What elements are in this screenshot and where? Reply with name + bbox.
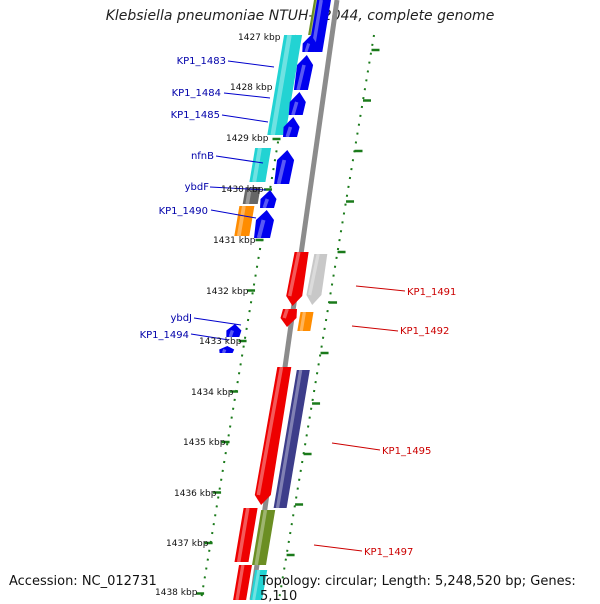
gene-label-kp1-1495[interactable]: KP1_1495 [382,446,431,457]
gene-label-kp1-1497[interactable]: KP1_1497 [364,547,413,558]
gene-feature-highlight-4 [304,43,311,53]
right-guide-line [278,34,375,600]
gene-labels-left: KP1_1483 KP1_1484 KP1_1485 nfnB ybdF KP1… [140,56,226,341]
gene-features [219,0,331,600]
gene-feature-12[interactable] [234,206,255,236]
tick-label-1435: 1435 kbp [183,438,226,448]
gene-feature-24[interactable] [233,565,252,600]
gene-feature-highlight-22 [254,509,268,566]
tick-label-1436: 1436 kbp [174,489,217,499]
gene-feature-18[interactable] [226,324,242,337]
gene-label-ybdj[interactable]: ybdJ [170,313,192,324]
gene-feature-highlight-14 [287,251,301,297]
tick-label-1431: 1431 kbp [213,236,256,246]
gene-label-nfnb[interactable]: nfnB [191,151,214,162]
gene-feature-highlight-25 [252,569,261,600]
gene-label-ybdf[interactable]: ybdF [185,182,210,193]
gene-feature-highlight-21 [275,369,303,509]
gene-feature-6[interactable] [288,92,306,115]
gene-feature-23[interactable] [234,508,258,562]
gene-feature-9[interactable] [274,150,295,184]
gene-feature-22[interactable] [252,510,276,565]
gene-feature-4[interactable] [302,35,317,52]
gene-labels-right: KP1_1491 KP1_1492 KP1_1495 KP1_1497 [364,287,456,558]
gene-feature-highlight-16 [282,308,289,319]
map-title: Klebsiella pneumoniae NTUH-K2044, comple… [105,8,495,24]
gene-feature-8[interactable] [249,148,272,182]
gene-label-kp1-1491[interactable]: KP1_1491 [407,287,456,298]
tick-labels: 1427 kbp 1428 kbp 1429 kbp 1430 kbp 1431… [155,33,281,598]
gene-feature-15[interactable] [306,254,328,305]
gene-feature-highlight-10 [245,186,252,205]
tick-label-1438: 1438 kbp [155,588,198,598]
gene-feature-20[interactable] [254,367,292,505]
gene-feature-highlight-15 [308,253,320,296]
gene-feature-highlight-24 [235,564,245,600]
gene-feature-19[interactable] [219,346,235,353]
tick-label-1433: 1433 kbp [199,337,242,347]
tick-label-1427: 1427 kbp [238,33,281,43]
gene-feature-highlight-19 [221,348,227,354]
gene-feature-highlight-18 [228,329,234,338]
tick-label-1432: 1432 kbp [206,287,249,297]
gene-label-kp1-1490[interactable]: KP1_1490 [159,206,208,217]
gene-feature-highlight-3 [270,34,292,136]
ruler-ticks [196,36,380,595]
gene-feature-highlight-20 [256,366,284,496]
gene-label-kp1-1492[interactable]: KP1_1492 [400,326,449,337]
left-guide-line [200,34,297,600]
gene-feature-highlight-23 [236,507,250,563]
tick-label-1434: 1434 kbp [191,388,234,398]
tick-label-1430: 1430 kbp [221,185,264,195]
gene-feature-highlight-13 [256,219,266,239]
gene-feature-2[interactable] [308,0,331,52]
gene-feature-10[interactable] [242,187,261,204]
label-leaders [190,60,406,552]
gene-feature-21[interactable] [273,370,310,508]
gene-feature-highlight-9 [276,159,287,185]
tick-label-1437: 1437 kbp [166,539,209,549]
tick-label-1428: 1428 kbp [230,83,273,93]
gene-feature-5[interactable] [293,55,314,90]
tick-label-1429: 1429 kbp [226,134,269,144]
gene-label-kp1-1484[interactable]: KP1_1484 [172,88,221,99]
gene-feature-highlight-17 [299,311,307,332]
accession-text: Accession: NC_012731 [9,574,157,589]
gene-feature-highlight-7 [285,126,293,138]
gene-feature-7[interactable] [283,117,300,137]
gene-feature-25[interactable] [250,570,268,600]
gene-label-kp1-1494[interactable]: KP1_1494 [140,330,189,341]
gene-feature-3[interactable] [267,35,303,135]
gene-feature-11[interactable] [260,190,277,208]
gene-feature-16[interactable] [280,309,298,327]
gene-feature-highlight-5 [296,64,306,91]
gene-label-kp1-1485[interactable]: KP1_1485 [171,110,220,121]
gene-feature-highlight-8 [252,147,262,183]
gene-feature-14[interactable] [286,252,309,306]
gene-feature-highlight-11 [262,198,269,209]
gene-label-kp1-1483[interactable]: KP1_1483 [177,56,226,67]
gene-feature-highlight-6 [291,101,299,116]
gene-feature-13[interactable] [254,210,274,238]
gene-feature-highlight-12 [236,205,246,237]
gene-feature-17[interactable] [297,312,314,331]
